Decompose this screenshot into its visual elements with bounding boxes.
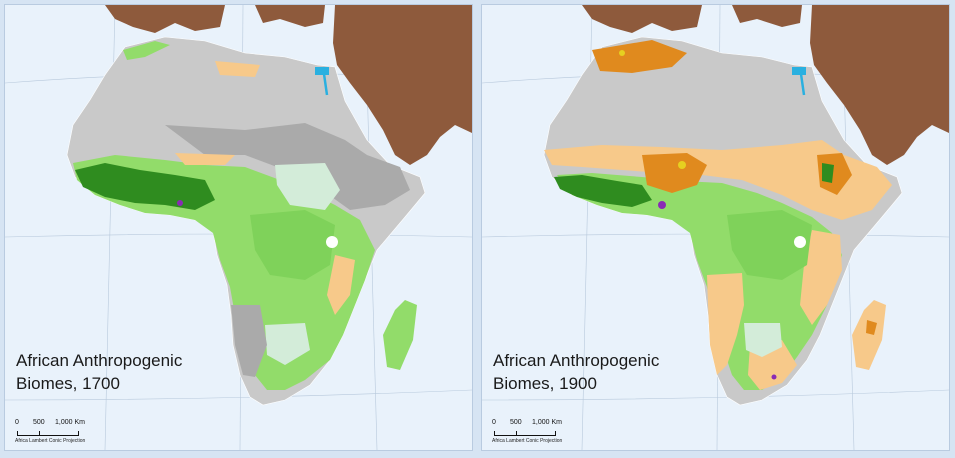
scale-end-label: 1,000 Km bbox=[55, 419, 85, 426]
north-coast-vegetation bbox=[123, 41, 170, 60]
scale-tick bbox=[39, 431, 40, 435]
urban-spot bbox=[658, 201, 666, 209]
projection-label: Africa Lambert Conic Projection bbox=[15, 438, 86, 444]
north-coast-rangeland bbox=[215, 61, 260, 77]
madagascar-cropland bbox=[866, 320, 877, 335]
europe-landmass bbox=[582, 5, 702, 33]
map-panel-1900: African Anthropogenic Biomes, 1900 0 500… bbox=[481, 4, 950, 451]
scale-line bbox=[17, 431, 79, 436]
ethiopia-dense-forest bbox=[822, 163, 834, 183]
scale-end-label: 1,000 Km bbox=[532, 419, 562, 426]
pale-woodland-region bbox=[275, 163, 340, 210]
arabia-landmass bbox=[333, 5, 472, 165]
west-africa-dense-forest bbox=[554, 175, 652, 207]
village-spot bbox=[619, 50, 625, 56]
map-title: African Anthropogenic Biomes, 1900 bbox=[493, 351, 660, 393]
scale-mid-label: 500 bbox=[510, 419, 522, 426]
europe-landmass-east bbox=[732, 5, 802, 27]
scale-line bbox=[494, 431, 556, 436]
sahel-rangeland bbox=[175, 153, 235, 165]
nile-delta bbox=[315, 67, 329, 75]
pale-woodland-region bbox=[744, 323, 782, 357]
madagascar bbox=[852, 300, 886, 370]
nigeria-cropland bbox=[642, 153, 707, 193]
projection-label: Africa Lambert Conic Projection bbox=[492, 438, 563, 444]
map-title: African Anthropogenic Biomes, 1700 bbox=[16, 351, 183, 393]
nile-delta bbox=[792, 67, 806, 75]
west-africa-dense-forest bbox=[75, 163, 215, 210]
lake-victoria bbox=[326, 236, 338, 248]
scale-bar: 0 500 1,000 Km Africa Lambert Conic Proj… bbox=[492, 419, 592, 447]
east-rangeland bbox=[327, 255, 355, 315]
kalahari-desert bbox=[231, 305, 267, 377]
map-panel-1700: African Anthropogenic Biomes, 1700 0 500… bbox=[4, 4, 473, 451]
sahel-rangeland bbox=[544, 140, 892, 220]
pale-woodland-south bbox=[265, 323, 310, 365]
urban-spot bbox=[771, 374, 777, 380]
east-rangeland bbox=[800, 230, 842, 325]
scale-zero-label: 0 bbox=[492, 419, 496, 426]
urban-spot bbox=[177, 200, 183, 206]
arabia-landmass bbox=[810, 5, 949, 165]
north-cropland bbox=[592, 40, 687, 73]
madagascar bbox=[383, 300, 417, 370]
europe-landmass-east bbox=[255, 5, 325, 27]
congo-forest bbox=[727, 210, 812, 280]
scale-tick bbox=[516, 431, 517, 435]
congo-forest bbox=[250, 210, 335, 280]
village-spot bbox=[678, 161, 686, 169]
scale-mid-label: 500 bbox=[33, 419, 45, 426]
scale-zero-label: 0 bbox=[15, 419, 19, 426]
scale-bar: 0 500 1,000 Km Africa Lambert Conic Proj… bbox=[15, 419, 115, 447]
africa-biomes-map-1900 bbox=[482, 5, 949, 450]
lake-victoria bbox=[794, 236, 806, 248]
ethiopia-cropland bbox=[817, 153, 852, 195]
europe-landmass bbox=[105, 5, 225, 33]
southern-rangeland bbox=[707, 273, 744, 375]
africa-biomes-map-1700 bbox=[5, 5, 472, 450]
